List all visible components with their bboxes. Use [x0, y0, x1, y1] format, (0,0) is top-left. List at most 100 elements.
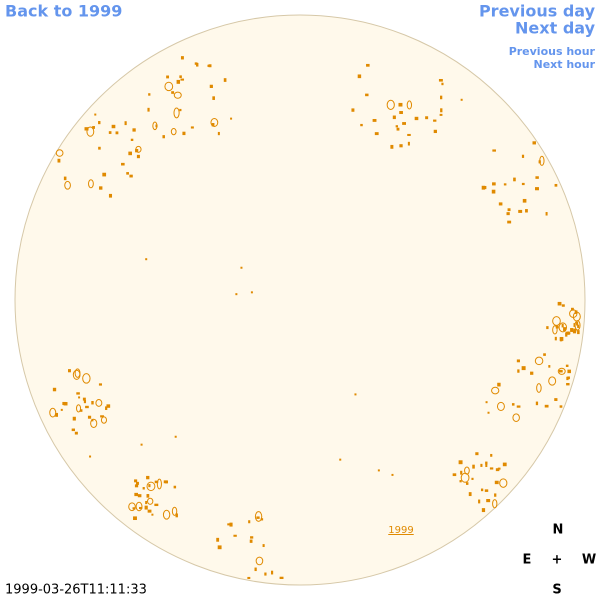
spot — [147, 107, 150, 112]
compass-center: + — [552, 553, 563, 568]
spot — [133, 516, 137, 521]
spot — [554, 398, 558, 401]
spot — [543, 353, 546, 356]
spot — [557, 301, 562, 306]
spot — [135, 501, 143, 512]
spot — [145, 258, 148, 261]
spot — [248, 520, 251, 524]
spot — [566, 382, 570, 386]
spot — [82, 373, 91, 384]
spot — [554, 336, 557, 341]
spot — [148, 93, 151, 96]
spot — [485, 463, 488, 468]
spot — [407, 133, 411, 136]
spot — [229, 522, 233, 527]
compass-west: W — [582, 553, 596, 568]
spot — [398, 102, 403, 107]
spot — [98, 146, 101, 150]
spot — [471, 477, 474, 480]
spot — [535, 401, 539, 406]
spot — [494, 493, 497, 497]
spot — [366, 63, 370, 67]
spot — [525, 209, 528, 213]
spot — [460, 470, 463, 475]
spot — [492, 499, 498, 509]
spot — [108, 131, 112, 134]
spot — [128, 502, 136, 512]
spot — [87, 415, 92, 419]
spot — [558, 322, 568, 333]
spot — [171, 91, 175, 94]
spot — [49, 407, 57, 418]
previous-hour-link[interactable]: Previous hour — [509, 45, 596, 58]
compass-east: E — [523, 553, 532, 568]
disk-year-link[interactable]: 1999 — [388, 525, 413, 536]
previous-day-link[interactable]: Previous day — [479, 2, 596, 21]
spot — [255, 556, 264, 566]
spot — [484, 185, 487, 190]
spot — [554, 183, 558, 187]
spot — [179, 75, 182, 79]
spot — [481, 185, 486, 190]
spot — [240, 266, 243, 269]
spot — [90, 418, 98, 429]
spot — [82, 397, 86, 401]
spot — [552, 325, 558, 335]
spot — [399, 144, 403, 148]
spot — [196, 62, 199, 67]
spot — [78, 396, 81, 399]
spot — [485, 401, 488, 404]
spot — [121, 162, 125, 166]
spot — [102, 172, 107, 177]
spot — [496, 401, 505, 411]
spot — [217, 131, 220, 136]
spot — [83, 400, 87, 404]
spot — [357, 74, 362, 79]
spot — [535, 176, 539, 179]
spot — [480, 463, 483, 467]
spot — [134, 484, 139, 488]
spot — [536, 383, 542, 393]
spot — [91, 401, 94, 405]
spot — [235, 293, 238, 296]
spot — [491, 189, 496, 194]
next-day-link[interactable]: Next day — [515, 19, 596, 38]
spot — [115, 131, 119, 135]
spot — [559, 405, 563, 408]
spot — [99, 186, 103, 190]
spot — [249, 539, 253, 543]
spot — [176, 79, 181, 84]
spot — [339, 458, 342, 461]
spot — [491, 386, 500, 395]
spot — [72, 369, 81, 380]
spot — [55, 149, 64, 157]
spot — [573, 323, 576, 327]
spot — [145, 500, 148, 505]
spot — [100, 415, 104, 418]
spot — [260, 518, 264, 521]
spot — [94, 113, 97, 116]
spot — [513, 177, 516, 182]
spot — [351, 108, 355, 112]
spot — [137, 494, 142, 498]
spot — [84, 127, 89, 131]
spot — [561, 304, 565, 307]
spot — [174, 435, 177, 438]
spot — [507, 208, 511, 212]
back-link[interactable]: Back to 1999 — [5, 2, 122, 21]
spot — [144, 505, 148, 510]
spot — [63, 176, 67, 181]
spot — [414, 116, 419, 121]
spot — [250, 291, 253, 294]
spot — [164, 81, 174, 92]
next-hour-link[interactable]: Next hour — [534, 58, 596, 71]
spot — [212, 96, 215, 100]
spot — [151, 513, 154, 516]
spot — [64, 180, 71, 190]
spot — [126, 172, 129, 175]
spot — [57, 158, 61, 163]
spot — [495, 468, 500, 472]
spot — [576, 321, 579, 326]
spot — [464, 466, 470, 475]
